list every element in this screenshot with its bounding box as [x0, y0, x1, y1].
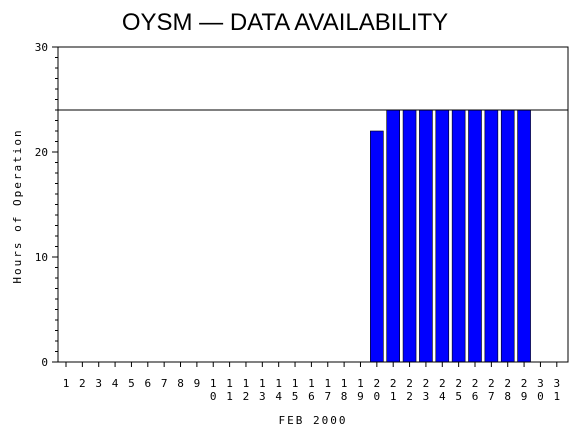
y-axis: 0 10 20 30	[35, 41, 58, 369]
x-tick-label: 4	[112, 377, 119, 390]
bar-day-21	[386, 109, 401, 363]
x-axis: 1 2 3 4 5 6 7 8 9 1 01 11 21 31 41 51 61 71 81 92 02 12 22 32 42…	[63, 362, 560, 403]
bar-day-22	[402, 109, 417, 363]
x-tick-label: 7	[161, 377, 168, 390]
bars	[370, 109, 531, 363]
bar-day-25	[451, 109, 466, 363]
x-axis-label: FEB 2000	[279, 414, 348, 427]
x-tick-label: 8	[177, 377, 184, 390]
x-tick-label: 6	[144, 377, 151, 390]
bar-day-27	[484, 109, 499, 363]
x-tick-label: 3	[95, 377, 102, 390]
bar-day-24	[435, 109, 450, 363]
x-tick-label: 9	[194, 377, 201, 390]
x-tick-label: 1	[63, 377, 70, 390]
x-tick-label: 2	[79, 377, 86, 390]
bar-day-23	[419, 109, 433, 363]
bar-day-28	[500, 109, 515, 363]
bar-day-20	[370, 130, 384, 363]
bar-day-29	[517, 109, 531, 363]
x-tick-label: 5	[128, 377, 135, 390]
bar-day-26	[468, 109, 482, 363]
y-tick-label: 10	[35, 251, 48, 264]
y-tick-label: 30	[35, 41, 48, 54]
y-tick-label: 0	[41, 356, 48, 369]
chart-title: OYSM — DATA AVAILABILITY	[122, 9, 448, 36]
y-tick-label: 20	[35, 146, 48, 159]
y-axis-label: Hours of Operation	[11, 128, 24, 283]
